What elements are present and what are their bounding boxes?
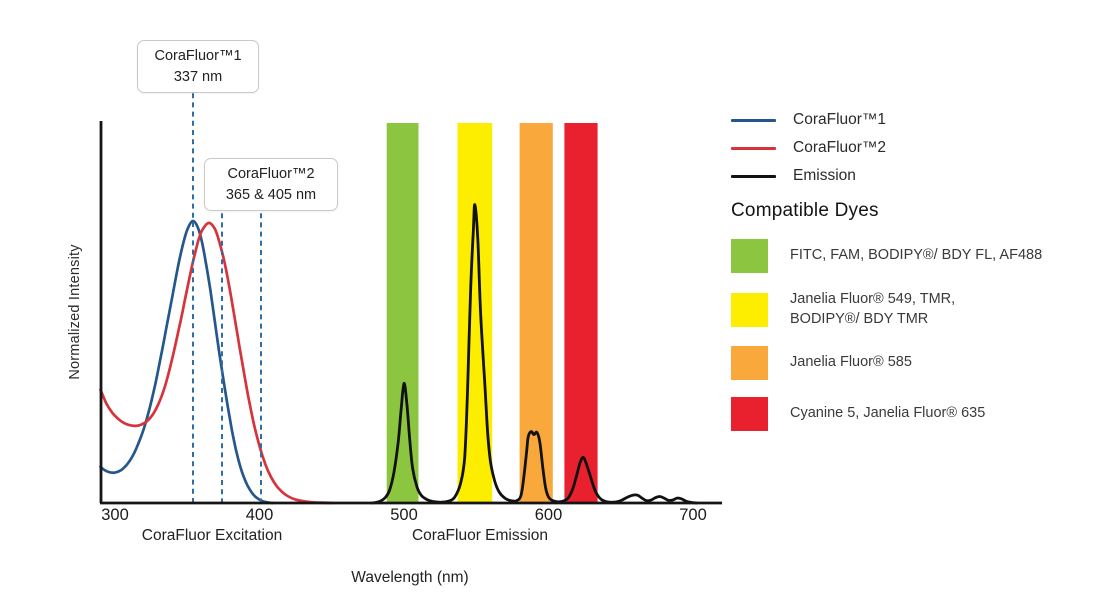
x-tick-label-600: 600	[534, 506, 563, 524]
callout-corafluor2-value: 365 & 405 nm	[225, 186, 317, 203]
legend-line-sample-icon	[731, 174, 776, 178]
y-axis-label: Normalized Intensity	[67, 244, 83, 380]
dye-item-label: Janelia Fluor® 585	[790, 354, 912, 371]
dye-item-label: Janelia Fluor® 549, TMR, BODIPY®/ BDY TM…	[790, 291, 956, 327]
dye-color-swatch	[731, 346, 768, 381]
legend-item-label: CoraFluor™2	[793, 139, 887, 156]
dye-item-yellow: Janelia Fluor® 549, TMR, BODIPY®/ BDY TM…	[731, 290, 1091, 329]
emission-band	[457, 123, 493, 503]
emission-band	[564, 123, 598, 503]
x-tick-label-300: 300	[101, 506, 129, 524]
legend-item-corafluor1: CoraFluor™1	[731, 110, 886, 130]
x-axis-label: Wavelength (nm)	[351, 569, 469, 586]
x-tick-label-400: 400	[245, 506, 274, 524]
emission-section-label: CoraFluor Emission	[411, 527, 549, 544]
legend-item-corafluor2: CoraFluor™2	[731, 138, 886, 158]
compatible-dyes-title: Compatible Dyes	[731, 200, 879, 221]
callout-corafluor2-title: CoraFluor™2	[227, 166, 315, 182]
legend: CoraFluor™1 CoraFluor™2 Emission	[731, 110, 886, 194]
dye-item-label: Cyanine 5, Janelia Fluor® 635	[790, 405, 986, 422]
callout-corafluor1: CoraFluor™1 337 nm	[137, 40, 259, 94]
callout-corafluor2: CoraFluor™2 365 & 405 nm	[204, 158, 338, 212]
callout-corafluor1-value: 337 nm	[173, 68, 223, 85]
dye-item-orange: Janelia Fluor® 585	[731, 346, 1091, 381]
compatible-dyes-panel: Compatible Dyes FITC, FAM, BODIPY®/ BDY …	[731, 199, 1091, 432]
x-tick-label-500: 500	[390, 506, 418, 524]
dye-item-green: FITC, FAM, BODIPY®/ BDY FL, AF488	[731, 239, 1091, 273]
dye-color-swatch	[731, 397, 768, 432]
x-tick-label-700: 700	[679, 506, 707, 524]
callout-corafluor1-title: CoraFluor™1	[154, 48, 242, 64]
spectra-chart	[99, 84, 722, 505]
legend-item-label: Emission	[793, 167, 856, 184]
dye-color-swatch	[731, 292, 768, 327]
curve-excitation	[99, 219, 274, 505]
dye-item-label: FITC, FAM, BODIPY®/ BDY FL, AF488	[790, 247, 1043, 264]
excitation-section-label: CoraFluor Excitation	[141, 527, 283, 544]
dye-color-swatch	[731, 239, 768, 273]
emission-band	[386, 123, 419, 503]
curve-emission	[370, 203, 699, 505]
dye-item-red: Cyanine 5, Janelia Fluor® 635	[731, 397, 1091, 432]
curve-excitation	[99, 221, 334, 505]
legend-item-label: CoraFluor™1	[793, 111, 887, 128]
emission-band	[519, 123, 553, 503]
legend-line-sample-icon	[731, 146, 776, 150]
legend-line-sample-icon	[731, 118, 776, 122]
legend-item-emission: Emission	[731, 166, 886, 186]
